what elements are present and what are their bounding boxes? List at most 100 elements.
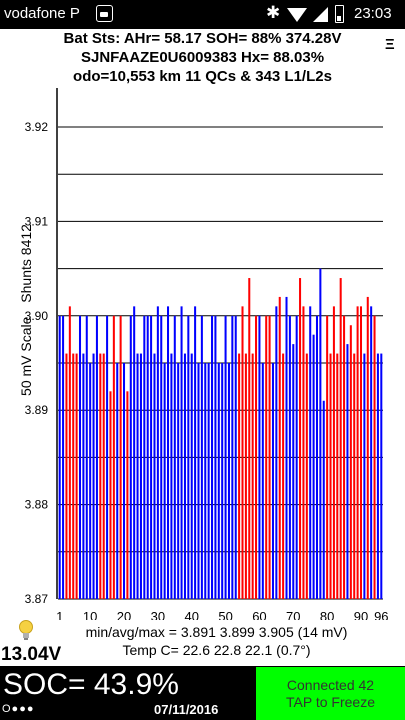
cell-bar-79 — [322, 400, 325, 599]
cell-bar-41 — [194, 306, 197, 599]
connection-status: Connected 42 — [286, 676, 375, 693]
cell-bar-3 — [65, 353, 68, 599]
cell-bar-10 — [89, 363, 92, 599]
clock: 23:03 — [354, 5, 392, 22]
x-tick-label: 20 — [117, 609, 131, 620]
x-tick-label: 60 — [252, 609, 266, 620]
cell-bar-25 — [139, 353, 142, 599]
cell-bar-38 — [183, 353, 186, 599]
cell-bar-71 — [295, 315, 298, 599]
cell-bar-37 — [180, 306, 183, 599]
cell-bar-32 — [163, 363, 166, 599]
cell-bar-31 — [160, 315, 163, 599]
cell-bar-90 — [359, 306, 363, 599]
cell-bar-40 — [190, 353, 193, 599]
cell-bar-45 — [207, 363, 210, 599]
cell-bar-83 — [336, 353, 339, 599]
cell-bar-55 — [241, 306, 244, 599]
cell-bar-85 — [343, 315, 346, 599]
cell-bar-16 — [109, 391, 112, 599]
cell-bar-8 — [82, 353, 85, 599]
cell-bar-77 — [315, 315, 318, 599]
wifi-icon — [287, 8, 307, 22]
menu-icon[interactable]: Ξ — [385, 36, 395, 53]
cell-bar-63 — [268, 315, 271, 599]
cell-bar-23 — [133, 306, 136, 599]
bluetooth-icon: ✱ — [266, 3, 281, 22]
cell-bar-93 — [370, 306, 373, 599]
cell-bar-96 — [380, 353, 383, 599]
aux-battery-voltage: 13.04V — [1, 644, 62, 665]
cell-bar-1 — [58, 315, 61, 599]
cell-bar-21 — [126, 391, 129, 599]
cell-bar-22 — [129, 315, 132, 599]
chart-grid — [58, 126, 383, 600]
cell-bar-19 — [119, 315, 122, 599]
cell-bar-84 — [339, 278, 342, 599]
y-tick-label: 3.88 — [25, 498, 49, 512]
x-tick-label: 70 — [286, 609, 300, 620]
cell-bar-14 — [102, 353, 105, 599]
cell-bar-12 — [95, 315, 98, 599]
y-tick-label: 3.87 — [25, 592, 49, 606]
cell-bar-56 — [244, 353, 247, 599]
cell-bar-60 — [258, 315, 261, 599]
x-tick-labels: 1 10 20 30 40 50 60 70 80 90 96 — [56, 609, 388, 620]
tap-to-freeze-button[interactable]: Connected 42 TAP to Freeze — [256, 667, 405, 720]
cell-bar-66 — [278, 296, 281, 599]
cell-bar-68 — [285, 296, 288, 599]
cell-bar-58 — [251, 353, 254, 599]
cell-bar-30 — [156, 306, 159, 599]
cell-bar-47 — [214, 315, 217, 599]
cell-voltage-chart[interactable]: 3.87 3.88 3.89 3.90 3.91 3.92 1 10 20 30 40 50 60 70… — [0, 0, 405, 620]
cell-bar-57 — [248, 278, 251, 599]
x-tick-label: 1 — [56, 609, 63, 620]
state-of-charge: SOC= 43.9% — [3, 668, 179, 701]
cell-bar-72 — [299, 278, 302, 599]
x-tick-label: 40 — [184, 609, 198, 620]
signal-icon — [313, 7, 328, 22]
cell-bar-24 — [136, 353, 139, 599]
cell-bar-36 — [177, 363, 180, 599]
cell-bar-89 — [356, 306, 359, 599]
cell-bar-81 — [329, 353, 332, 599]
status-bar: vodafone P ✱ 23:03 — [0, 0, 405, 29]
cell-bar-92 — [366, 296, 369, 599]
cell-bar-50 — [224, 315, 227, 599]
vin-health-line: SJNFAAZE0U6009383 Hx= 88.03% — [80, 49, 325, 66]
cell-bar-80 — [326, 315, 329, 599]
cell-bar-9 — [85, 315, 88, 599]
cell-bar-28 — [150, 315, 153, 599]
cell-bar-39 — [187, 315, 190, 599]
lightbulb-icon[interactable] — [18, 619, 34, 643]
date-readout: 07/11/2016 — [154, 702, 219, 717]
cell-bar-15 — [106, 315, 109, 599]
carrier-name: vodafone P — [4, 5, 80, 22]
cell-bar-44 — [204, 363, 207, 599]
temperature-readout: Temp C= 22.6 22.8 22.1 (0.7°) — [122, 642, 311, 658]
cell-bar-17 — [112, 315, 115, 599]
y-tick-label: 3.92 — [25, 120, 49, 134]
y-tick-label: 3.91 — [25, 214, 49, 228]
min-avg-max-readout: min/avg/max = 3.891 3.899 3.905 (14 mV) — [85, 624, 348, 640]
cell-bar-54 — [238, 353, 241, 599]
cell-bar-95 — [376, 353, 379, 599]
cell-bar-29 — [153, 353, 156, 599]
x-tick-label: 96 — [374, 609, 388, 620]
cell-bar-20 — [123, 363, 126, 599]
y-tick-label: 3.90 — [25, 309, 49, 323]
cell-bar-13 — [99, 353, 102, 599]
cell-bar-33 — [167, 306, 170, 599]
x-tick-label: 30 — [151, 609, 165, 620]
odometer-line: odo=10,553 km 11 QCs & 343 L1/L2s — [73, 68, 332, 85]
cell-bar-88 — [353, 353, 356, 599]
cell-bar-53 — [234, 315, 237, 599]
cell-bar-48 — [217, 363, 220, 599]
cell-bar-69 — [288, 315, 291, 599]
cell-bar-91 — [363, 353, 366, 599]
cell-bar-42 — [197, 363, 200, 599]
chart-bars — [58, 268, 383, 599]
cell-bar-5 — [72, 353, 75, 599]
cell-bar-82 — [332, 306, 335, 599]
y-tick-labels: 3.87 3.88 3.89 3.90 3.91 3.92 — [25, 120, 49, 606]
